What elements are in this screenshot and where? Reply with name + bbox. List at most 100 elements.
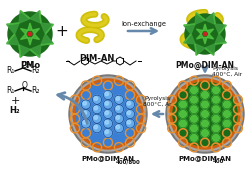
Circle shape: [92, 124, 101, 133]
Polygon shape: [194, 44, 196, 55]
Circle shape: [114, 95, 123, 104]
Circle shape: [211, 124, 220, 133]
Polygon shape: [196, 29, 202, 34]
Circle shape: [211, 105, 220, 114]
Circle shape: [114, 114, 123, 123]
Text: +: +: [56, 23, 68, 39]
Circle shape: [82, 101, 86, 105]
Circle shape: [103, 119, 112, 128]
Polygon shape: [41, 23, 53, 34]
Circle shape: [222, 100, 230, 109]
Circle shape: [178, 100, 186, 109]
Circle shape: [178, 119, 186, 128]
Text: +: +: [10, 96, 20, 106]
Polygon shape: [30, 49, 40, 57]
FancyArrowPatch shape: [58, 93, 87, 123]
Circle shape: [94, 97, 97, 100]
Circle shape: [126, 111, 130, 115]
Polygon shape: [204, 13, 214, 24]
Circle shape: [76, 82, 140, 146]
Circle shape: [92, 95, 101, 104]
Circle shape: [222, 119, 230, 128]
Circle shape: [172, 82, 236, 146]
Circle shape: [73, 79, 142, 149]
Circle shape: [211, 134, 220, 142]
Text: R₁: R₁: [6, 67, 14, 75]
Circle shape: [178, 110, 186, 118]
Polygon shape: [28, 23, 32, 30]
Circle shape: [92, 105, 101, 114]
Text: H₂: H₂: [10, 106, 20, 115]
Circle shape: [94, 125, 97, 129]
Circle shape: [116, 125, 119, 129]
Circle shape: [165, 75, 243, 153]
Circle shape: [103, 109, 112, 119]
Circle shape: [167, 77, 241, 151]
Polygon shape: [202, 24, 206, 31]
Circle shape: [202, 32, 206, 36]
Circle shape: [69, 75, 146, 153]
Text: 400: 400: [212, 159, 224, 164]
Polygon shape: [183, 34, 194, 44]
Polygon shape: [218, 25, 225, 34]
Circle shape: [8, 12, 52, 56]
Polygon shape: [20, 29, 28, 34]
Text: R₂: R₂: [32, 87, 40, 95]
Circle shape: [189, 134, 198, 142]
Circle shape: [200, 110, 208, 118]
Polygon shape: [6, 34, 19, 45]
Text: 400/800: 400/800: [116, 159, 140, 164]
Polygon shape: [202, 37, 206, 44]
Circle shape: [103, 91, 112, 100]
Polygon shape: [30, 11, 41, 23]
Polygon shape: [183, 24, 194, 25]
Polygon shape: [30, 45, 41, 57]
Circle shape: [211, 86, 220, 94]
Text: Pyrolysis
400°C, Air: Pyrolysis 400°C, Air: [211, 66, 241, 76]
Text: OH: OH: [22, 61, 34, 70]
Circle shape: [126, 120, 130, 124]
Polygon shape: [6, 23, 19, 24]
Circle shape: [200, 129, 208, 137]
Circle shape: [125, 109, 134, 119]
Circle shape: [103, 100, 112, 109]
Circle shape: [211, 95, 220, 104]
Circle shape: [116, 97, 119, 100]
Polygon shape: [194, 13, 204, 24]
Polygon shape: [183, 24, 194, 34]
Circle shape: [116, 106, 119, 110]
Polygon shape: [214, 34, 225, 44]
Polygon shape: [196, 34, 202, 39]
Text: PMo: PMo: [20, 61, 40, 70]
Polygon shape: [206, 29, 213, 34]
Circle shape: [200, 119, 208, 128]
Circle shape: [81, 100, 90, 109]
Circle shape: [103, 128, 112, 138]
Polygon shape: [19, 45, 30, 57]
Text: DIM-AN: DIM-AN: [79, 54, 114, 63]
Polygon shape: [40, 11, 41, 23]
Circle shape: [200, 91, 208, 99]
Text: PMo@DIM-AN: PMo@DIM-AN: [175, 61, 234, 70]
Text: R₁: R₁: [6, 87, 14, 95]
Circle shape: [81, 109, 90, 119]
Circle shape: [104, 130, 108, 134]
Text: O: O: [22, 81, 28, 91]
Circle shape: [104, 92, 108, 96]
Polygon shape: [45, 24, 53, 34]
Polygon shape: [20, 11, 30, 19]
Text: PMo@DIM-AN: PMo@DIM-AN: [81, 155, 134, 161]
Text: PMo@DIM-AN: PMo@DIM-AN: [178, 155, 231, 161]
Circle shape: [189, 115, 198, 123]
Circle shape: [116, 116, 119, 119]
Polygon shape: [204, 44, 214, 55]
Circle shape: [92, 114, 101, 123]
Polygon shape: [183, 34, 190, 43]
Circle shape: [126, 101, 130, 105]
Polygon shape: [204, 48, 213, 55]
Polygon shape: [214, 43, 225, 44]
Polygon shape: [196, 13, 204, 20]
Circle shape: [94, 106, 97, 110]
Circle shape: [125, 119, 134, 128]
Circle shape: [81, 119, 90, 128]
